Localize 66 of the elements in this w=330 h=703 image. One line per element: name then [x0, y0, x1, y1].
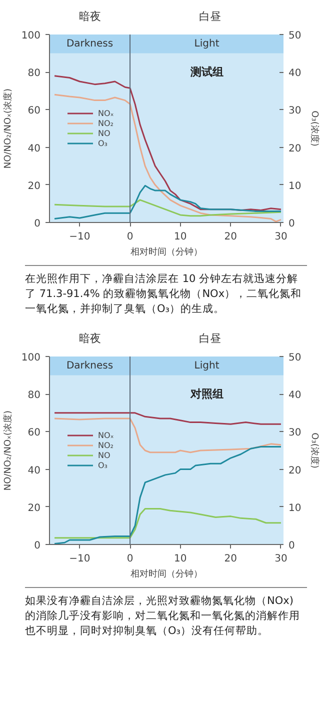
x-tick-label: −10 [69, 554, 90, 565]
y2-tick-label: 40 [288, 390, 302, 402]
line-series [54, 508, 282, 539]
y-tick-label: 0 [34, 540, 41, 552]
y-tick-label: 20 [28, 503, 41, 514]
y-axis-title: NO/NO₂/NOₓ(浓度) [2, 410, 14, 491]
legend-label: NO [98, 128, 112, 138]
y2-tick-label: 30 [288, 106, 302, 117]
y-tick-label: 20 [28, 180, 41, 192]
legend-label: O₃ [98, 460, 109, 470]
x-tick-label: −10 [69, 232, 90, 242]
y-axis-title: NO/NO₂/NOₓ(浓度) [2, 88, 14, 169]
legend-label: O₃ [98, 138, 109, 148]
text: 在光照作用下，净霾自洁涂层在 10 分钟左右就迅速分解了 71.3-91.4% 的致霾物氮氧化物（NOx），二氧化氮和一氧化氮，并抑制了臭氧（O₃）的生成。 [25, 265, 307, 317]
annotation: 测试组 [189, 66, 224, 79]
line-series [54, 412, 282, 426]
y2-axis-title: O₃(浓度) [309, 432, 320, 468]
y2-tick-label: 0 [288, 218, 295, 230]
x-axis-title: 相对时间（分钟） [130, 568, 202, 580]
band-label: Darkness [66, 360, 114, 372]
y2-tick-label: 20 [288, 465, 302, 476]
y2-tick-label: 20 [288, 143, 302, 154]
y-tick-label: 80 [28, 68, 41, 80]
text: 暗夜 [79, 9, 101, 25]
x-tick-label: 10 [174, 232, 187, 242]
y2-tick-label: 10 [288, 180, 302, 192]
y2-tick-label: 40 [288, 68, 302, 80]
y2-tick-label: 10 [288, 503, 302, 514]
text: 白昼 [199, 331, 221, 347]
band-label: Darkness [66, 38, 114, 50]
x-tick-label: 0 [126, 232, 134, 242]
x-tick-label: 30 [274, 554, 288, 565]
annotation: 对照组 [189, 388, 224, 401]
x-axis-title: 相对时间（分钟） [130, 246, 202, 258]
text: 如果没有净霾自洁涂层，光照对致霾物氮氧化物（NOx) 的消除几乎没有影响，对二氧化氮和一氧化氮的消解作用也不明显，同时对抑制臭氧（O₃）没有任何帮助。 [25, 587, 307, 640]
legend-label: NOₓ [98, 430, 115, 440]
y-tick-label: 40 [28, 143, 41, 154]
x-tick-label: 20 [224, 232, 238, 242]
line-series [54, 94, 282, 222]
legend-label: NOₓ [98, 108, 115, 118]
line-series [54, 184, 282, 220]
legend-label: NO₂ [98, 440, 114, 450]
text: 暗夜 [79, 331, 101, 347]
band-label: Light [194, 38, 220, 50]
y-tick-label: 80 [28, 390, 41, 402]
band-label: Light [194, 360, 220, 372]
y-tick-label: 100 [21, 30, 41, 42]
y-tick-label: 60 [28, 428, 41, 439]
y2-tick-label: 50 [288, 352, 302, 364]
text: 白昼 [199, 9, 221, 25]
legend-label: NO₂ [98, 118, 114, 128]
y2-tick-label: 30 [288, 428, 302, 439]
legend-label: NO [98, 450, 112, 460]
y-tick-label: 0 [34, 218, 41, 230]
x-tick-label: 0 [126, 554, 134, 565]
y-tick-label: 60 [28, 106, 41, 117]
y2-axis-title: O₃(浓度) [309, 110, 320, 146]
x-tick-label: 20 [224, 554, 238, 565]
x-tick-label: 30 [274, 232, 288, 242]
y2-tick-label: 0 [288, 540, 295, 552]
y-tick-label: 40 [28, 465, 41, 476]
x-tick-label: 10 [174, 554, 187, 565]
y-tick-label: 100 [21, 352, 41, 364]
y2-tick-label: 50 [288, 30, 302, 42]
line-series [54, 199, 282, 217]
line-series [54, 418, 282, 454]
